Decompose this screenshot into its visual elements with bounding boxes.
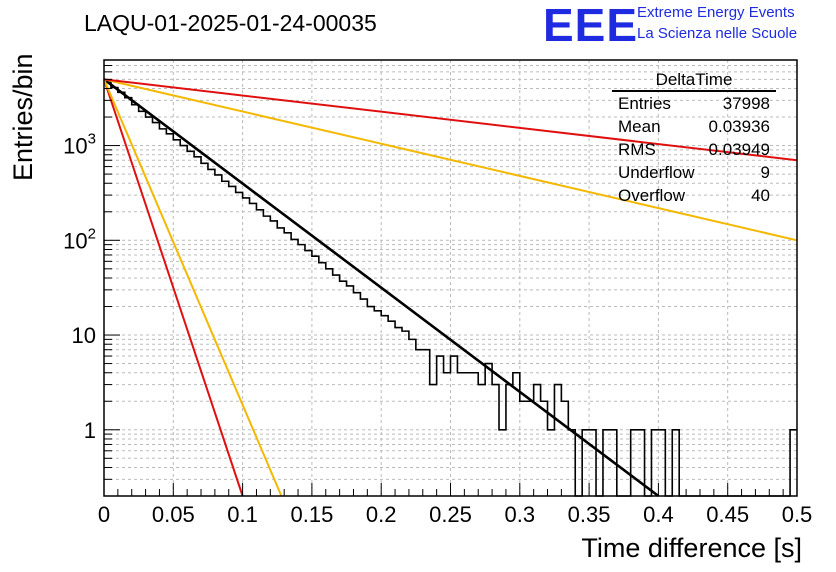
x-tick-label: 0.15 — [290, 502, 333, 527]
stats-title: DeltaTime — [612, 70, 776, 92]
y-tick-label: 10 — [72, 323, 96, 348]
stats-label: Underflow — [618, 163, 695, 182]
stats-label: Mean — [618, 117, 661, 136]
x-tick-label: 0.3 — [505, 502, 536, 527]
stats-label: Entries — [618, 94, 671, 113]
fit-line-fit — [103, 78, 660, 498]
fit-curves — [103, 78, 798, 498]
x-tick-label: 0.1 — [227, 502, 258, 527]
x-tick-labels: 0 0.05 0.1 0.15 0.2 0.25 0.3 0.35 0.4 0.45 0.5 — [98, 502, 812, 527]
plot-title: LAQU-01-2025-01-24-00035 — [84, 10, 377, 36]
x-tick-label: 0.5 — [782, 502, 813, 527]
eee-logo: EEE — [543, 0, 639, 51]
x-tick-label: 0.45 — [706, 502, 749, 527]
stats-row: Overflow 40 — [612, 184, 776, 207]
stats-value: 0.03949 — [708, 140, 770, 159]
logo-subtitle-2: La Scienza nelle Scuole — [637, 25, 798, 42]
grid-lines — [104, 59, 797, 497]
histogram-outline — [104, 81, 797, 497]
stats-value: 0.03936 — [708, 117, 770, 136]
x-tick-label: 0.25 — [429, 502, 472, 527]
x-tick-label: 0 — [98, 502, 110, 527]
axis-ticks — [103, 59, 798, 497]
stats-value: 9 — [760, 163, 770, 182]
stats-value: 40 — [751, 186, 770, 205]
fit-line-red-steep — [103, 79, 244, 497]
fit-line-yellow-steep — [103, 78, 283, 497]
y-tick-label: 102 — [63, 225, 96, 253]
y-tick-labels: 1 10 102 103 — [63, 131, 96, 443]
x-axis-label: Time difference [s] — [581, 533, 802, 563]
stats-row: RMS 0.03949 — [612, 138, 776, 161]
stats-row: Underflow 9 — [612, 161, 776, 184]
x-tick-label: 0.4 — [643, 502, 674, 527]
x-tick-label: 0.05 — [152, 502, 195, 527]
stats-box: DeltaTime Entries 37998 Mean 0.03936 RMS 0.… — [612, 70, 776, 207]
y-tick-label: 103 — [63, 131, 96, 159]
stats-label: RMS — [618, 140, 656, 159]
x-tick-label: 0.35 — [568, 502, 611, 527]
logo-subtitle-1: Extreme Energy Events — [637, 4, 795, 21]
stats-row: Mean 0.03936 — [612, 115, 776, 138]
fit-line-red-shallow — [103, 78, 798, 162]
y-axis-label: Entries/bin — [8, 53, 38, 181]
stats-value: 37998 — [722, 94, 770, 113]
fit-line-yellow-shallow — [103, 78, 798, 242]
y-tick-label: 1 — [84, 418, 96, 443]
stats-label: Overflow — [618, 186, 686, 205]
histogram-bars — [104, 81, 797, 497]
x-tick-label: 0.2 — [366, 502, 397, 527]
stats-row: Entries 37998 — [612, 92, 776, 115]
